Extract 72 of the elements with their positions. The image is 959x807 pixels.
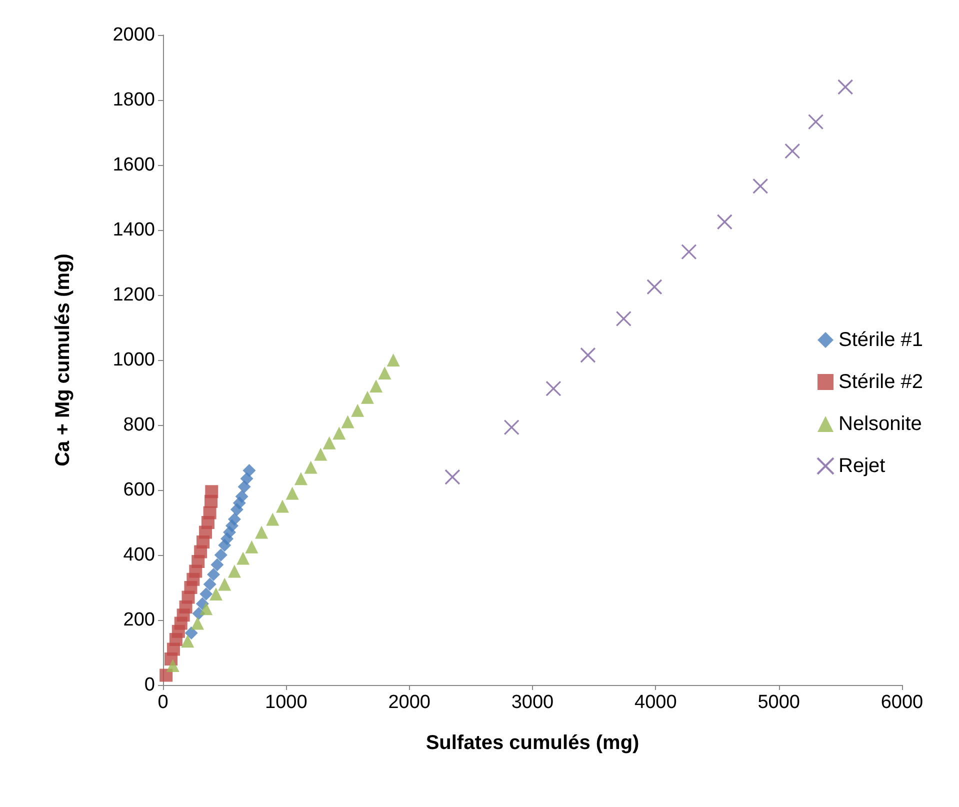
point (784, 143, 800, 159)
point (351, 404, 364, 417)
point (166, 659, 180, 672)
legend-label: Nelsonite (838, 413, 922, 435)
point (332, 426, 346, 440)
point (210, 558, 224, 572)
point (255, 526, 268, 539)
point (266, 512, 280, 526)
y-tick-label: 0 (144, 674, 155, 696)
point (218, 578, 232, 591)
x-tick-label: 6000 (880, 692, 924, 713)
point (716, 214, 732, 230)
point (808, 114, 824, 130)
point (322, 436, 336, 450)
point (238, 480, 251, 494)
point (214, 548, 228, 562)
y-tick-label: 1800 (112, 90, 155, 110)
point (205, 485, 218, 498)
point (242, 464, 256, 477)
x-tick-label: 4000 (634, 692, 677, 713)
point (386, 354, 400, 366)
point (286, 486, 299, 500)
legend-label: Stérile #2 (838, 371, 924, 393)
point (184, 626, 198, 640)
point (681, 244, 697, 260)
x-tick-label: 3000 (511, 692, 554, 713)
point (235, 490, 248, 503)
point (228, 512, 241, 526)
point (245, 540, 258, 554)
x-axis-title: Sulfates cumulés (mg) (426, 732, 640, 754)
point (190, 616, 204, 630)
legend-label: Rejet (838, 455, 886, 477)
y-axis-title: Ca + Mg cumulés (mg) (52, 254, 74, 466)
point (838, 79, 854, 95)
point (444, 469, 460, 485)
y-tick-label: 200 (123, 610, 155, 630)
x-tick-label: 2000 (388, 692, 430, 713)
y-tick-label: 600 (123, 480, 155, 500)
point (181, 634, 194, 648)
point (276, 500, 289, 513)
point (236, 552, 250, 565)
point (304, 460, 318, 474)
point (200, 602, 213, 616)
y-tick-label: 1200 (112, 284, 155, 306)
point (228, 564, 241, 578)
point (580, 347, 596, 363)
point (209, 588, 222, 600)
point (646, 279, 662, 295)
x-tick-label: 1000 (265, 692, 308, 713)
point (378, 366, 392, 380)
point (203, 578, 216, 591)
y-tick-label: 1000 (112, 350, 155, 370)
point (207, 568, 220, 581)
point (294, 472, 308, 486)
y-tick-label: 1400 (112, 220, 155, 240)
y-tick-label: 400 (123, 544, 155, 566)
x-tick-label: 5000 (758, 692, 800, 713)
point (160, 668, 173, 682)
y-tick-label: 2000 (112, 24, 155, 46)
y-tick-label: 1600 (112, 154, 155, 176)
point (752, 178, 768, 194)
legend-label: Stérile #1 (838, 329, 924, 351)
point (504, 419, 520, 436)
point (360, 390, 374, 404)
point (341, 415, 354, 428)
point (314, 448, 328, 461)
point (616, 310, 632, 327)
point (200, 588, 213, 600)
x-tick-label: 0 (158, 692, 168, 713)
y-tick-label: 800 (123, 414, 155, 436)
point (370, 380, 383, 392)
point (546, 380, 562, 396)
